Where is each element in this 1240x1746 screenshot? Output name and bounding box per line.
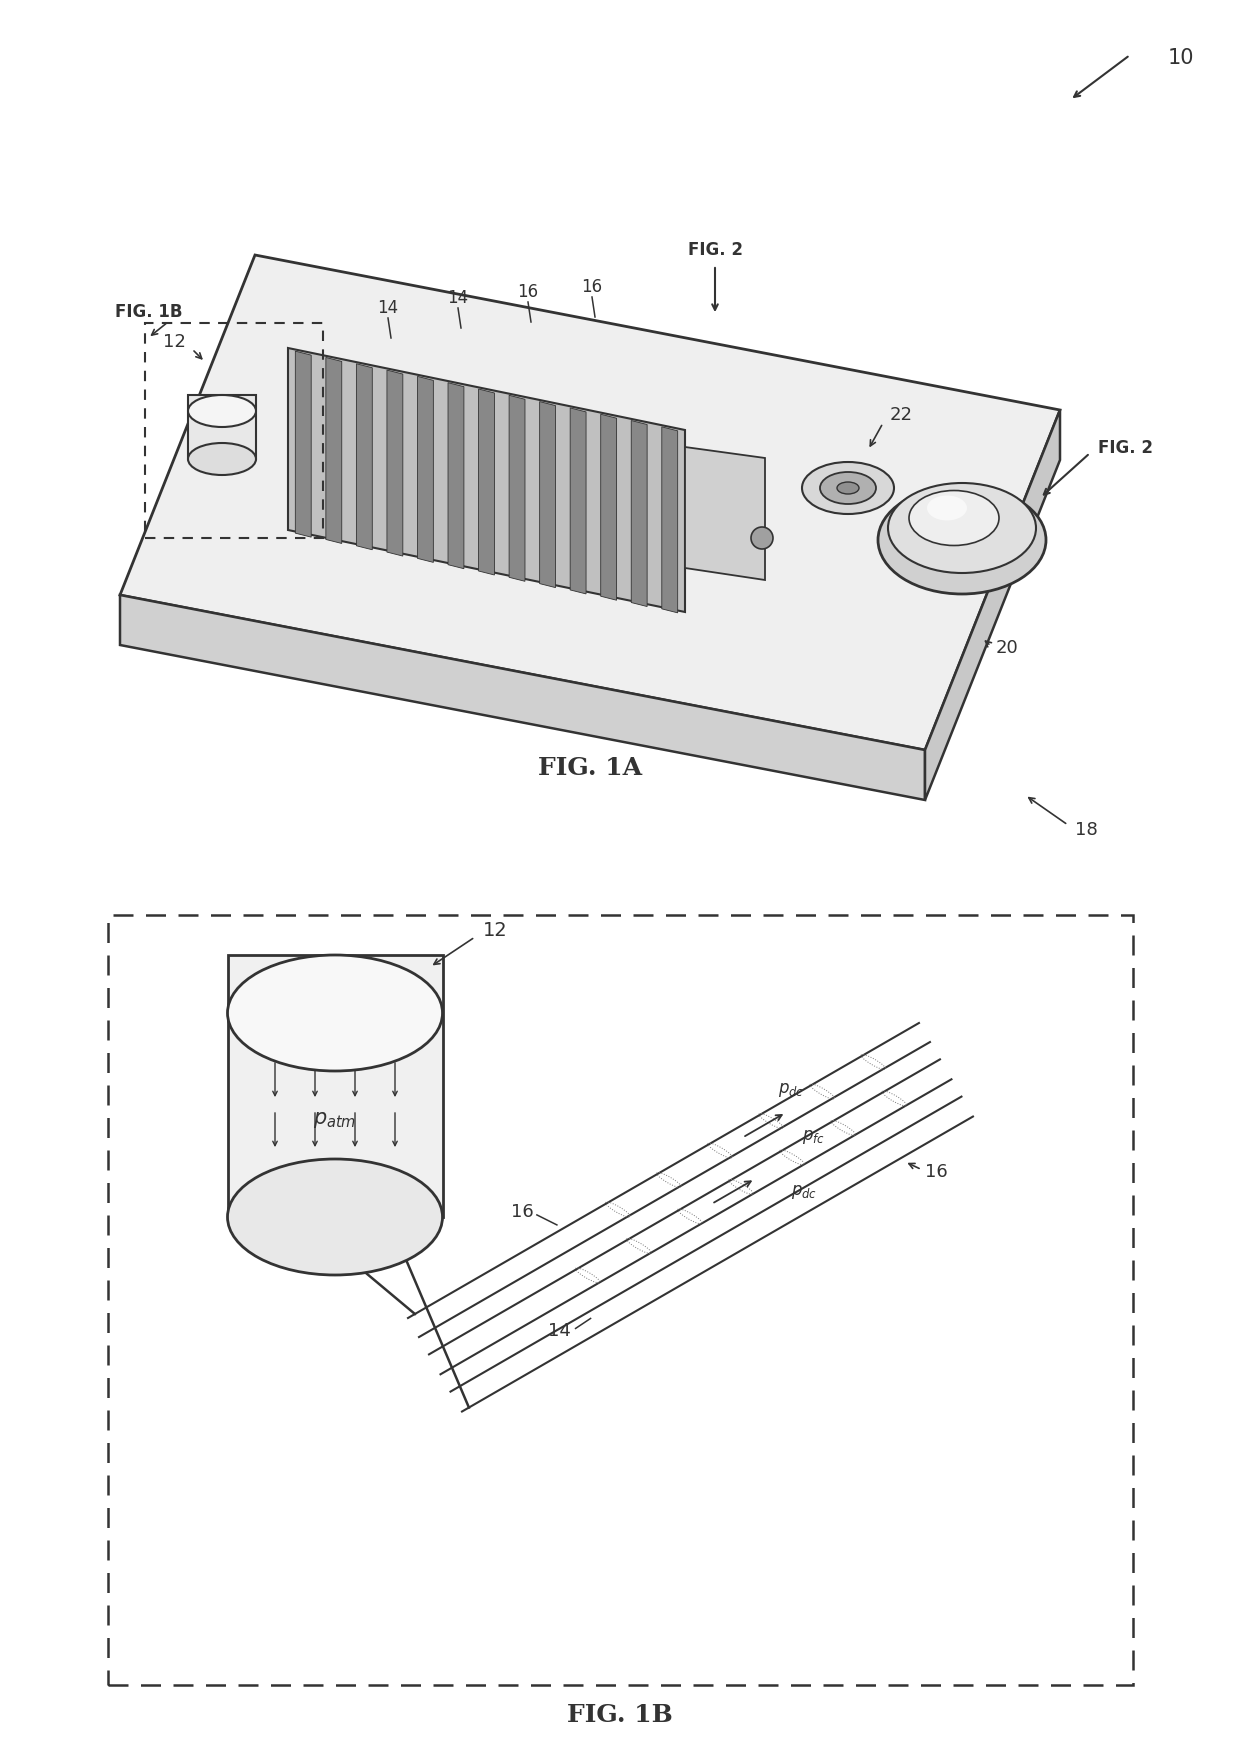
Polygon shape [120, 255, 1060, 751]
Ellipse shape [303, 1205, 392, 1234]
Text: FIG. 1B: FIG. 1B [115, 304, 182, 321]
Ellipse shape [820, 471, 875, 505]
Text: 14: 14 [448, 290, 469, 307]
Text: FIG. 1A: FIG. 1A [538, 756, 642, 780]
Circle shape [751, 527, 773, 548]
Ellipse shape [188, 395, 255, 428]
Text: 14: 14 [377, 299, 398, 318]
Polygon shape [288, 347, 684, 613]
Polygon shape [120, 595, 925, 800]
Polygon shape [356, 363, 372, 550]
Text: 12: 12 [164, 333, 186, 351]
Polygon shape [684, 447, 765, 580]
Text: FIG. 2: FIG. 2 [687, 241, 743, 258]
Ellipse shape [928, 496, 967, 520]
Polygon shape [448, 382, 464, 569]
Polygon shape [570, 409, 587, 594]
Text: 10: 10 [1168, 47, 1194, 68]
Ellipse shape [802, 463, 894, 513]
Text: 22: 22 [890, 407, 913, 424]
Text: 18: 18 [1075, 821, 1097, 840]
Text: 16: 16 [511, 1203, 534, 1220]
Polygon shape [479, 389, 495, 574]
Ellipse shape [837, 482, 859, 494]
Ellipse shape [909, 491, 999, 545]
Text: $p_{dc}$: $p_{dc}$ [791, 1184, 817, 1201]
Polygon shape [539, 402, 556, 588]
Polygon shape [387, 370, 403, 555]
Text: FIG. 2: FIG. 2 [1097, 438, 1153, 457]
Polygon shape [600, 414, 616, 601]
Polygon shape [418, 377, 433, 562]
Polygon shape [510, 395, 525, 581]
Text: 16: 16 [517, 283, 538, 300]
Text: 16: 16 [925, 1163, 947, 1180]
Text: $p_{atm}$: $p_{atm}$ [314, 1110, 357, 1130]
Bar [108, 915, 1133, 1685]
Polygon shape [631, 421, 647, 606]
Text: FIG. 1B: FIG. 1B [567, 1702, 673, 1727]
Ellipse shape [227, 955, 443, 1070]
Polygon shape [326, 358, 342, 543]
Ellipse shape [188, 443, 255, 475]
Ellipse shape [888, 484, 1035, 573]
Polygon shape [925, 410, 1060, 800]
Ellipse shape [878, 485, 1047, 594]
Text: 12: 12 [484, 920, 507, 939]
Ellipse shape [227, 1159, 443, 1275]
Text: 20: 20 [996, 639, 1019, 656]
Text: 14: 14 [548, 1322, 570, 1341]
Polygon shape [662, 426, 678, 613]
Text: $p_{dc}$: $p_{dc}$ [777, 1081, 804, 1098]
Polygon shape [295, 351, 311, 538]
Text: 16: 16 [582, 278, 603, 297]
Bar [145, 323, 322, 538]
Bar [188, 395, 255, 459]
Bar [228, 955, 443, 1217]
Text: $p_{fc}$: $p_{fc}$ [802, 1128, 825, 1145]
